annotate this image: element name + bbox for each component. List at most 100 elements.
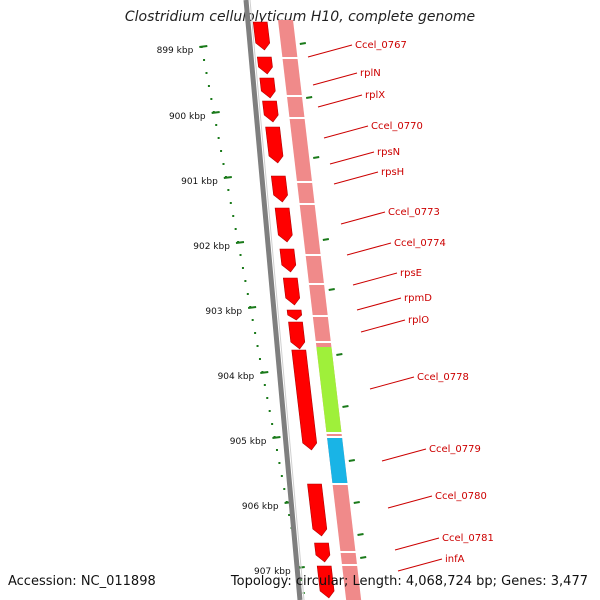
cds-arrow — [286, 309, 303, 321]
gene-label: Ccel_0770 — [371, 121, 423, 132]
label-leader — [307, 44, 353, 58]
scale-label: 907 kbp — [254, 567, 291, 577]
track-tick — [328, 288, 335, 291]
track-tick — [313, 156, 320, 159]
label-leader — [352, 272, 398, 286]
accession-text: Accession: NC_011898 — [8, 574, 156, 589]
cds-arrow — [316, 565, 335, 599]
gene-label: Ccel_0781 — [442, 533, 494, 544]
gene-label: Ccel_0773 — [388, 207, 440, 218]
minor-tick — [234, 228, 237, 230]
scale-label: 905 kbp — [230, 437, 267, 447]
major-tick — [199, 45, 208, 48]
minor-tick — [227, 189, 230, 191]
minor-tick — [258, 358, 261, 360]
cds-arrow — [288, 321, 306, 350]
minor-tick — [207, 85, 210, 87]
cds-arrow — [307, 483, 328, 537]
gene-label: rplO — [408, 315, 429, 326]
minor-tick — [229, 202, 232, 204]
label-leader — [346, 242, 392, 256]
cds-arrow — [282, 277, 301, 306]
major-tick — [272, 436, 281, 439]
label-leader — [369, 376, 415, 390]
label-leader — [333, 171, 379, 185]
highlight-blue-block — [327, 438, 348, 484]
minor-tick — [268, 410, 271, 412]
cds-arrow — [256, 56, 273, 75]
scale-label: 900 kbp — [169, 112, 206, 122]
minor-tick — [239, 254, 242, 256]
gene-label: rplN — [360, 68, 381, 79]
track-tick — [353, 501, 360, 504]
track-tick — [322, 238, 330, 241]
gene-label: Ccel_0774 — [394, 238, 446, 249]
gene-label: Ccel_0767 — [355, 40, 407, 51]
gene-label: rpsE — [400, 268, 422, 279]
map-title: Clostridium cellulolyticum H10, complete… — [124, 9, 476, 25]
cds-arrow — [265, 126, 284, 164]
gene-label: infA — [445, 554, 465, 565]
track-tick — [336, 353, 343, 356]
major-tick — [211, 111, 220, 114]
gene-label: rpmD — [404, 293, 432, 304]
label-leader — [394, 537, 440, 551]
minor-tick — [232, 215, 235, 217]
scale-label: 902 kbp — [193, 242, 230, 252]
track-tick — [306, 96, 313, 99]
label-leader — [312, 72, 358, 86]
minor-tick — [203, 59, 206, 61]
gene-labels: Ccel_0767 rplN rplX Ccel_0770 rpsN rpsH Ccel_0… — [307, 40, 494, 572]
minor-tick — [300, 579, 303, 581]
minor-tick — [288, 514, 291, 516]
minor-tick — [217, 137, 220, 139]
topology-text: Topology: circular; Length: 4,068,724 bp… — [230, 574, 588, 589]
scale-label: 903 kbp — [205, 307, 242, 317]
backbone-highlight — [249, 0, 305, 600]
label-leader — [317, 94, 363, 108]
minor-tick — [241, 267, 244, 269]
highlight-green-block — [316, 347, 342, 433]
gene-label: Ccel_0778 — [417, 372, 469, 383]
gene-label: rpsH — [381, 167, 404, 178]
cds-arrow — [314, 542, 331, 563]
scale-ruler: 899 kbp 900 kbp 901 kbp 902 kbp 903 kbp 904 k… — [157, 45, 305, 594]
label-leader — [387, 495, 433, 509]
label-leader — [360, 319, 406, 333]
track-tick — [357, 533, 364, 536]
major-tick — [260, 371, 269, 374]
scale-label: 904 kbp — [218, 372, 255, 382]
gene-label: Ccel_0779 — [429, 444, 481, 455]
track-tick — [360, 556, 367, 559]
label-leader — [323, 125, 369, 139]
minor-tick — [266, 397, 269, 399]
cds-arrow — [262, 100, 279, 123]
gene-track — [278, 20, 367, 600]
gene-label: Ccel_0780 — [435, 491, 487, 502]
scale-label: 901 kbp — [181, 177, 218, 187]
cds-arrow — [274, 207, 293, 243]
cds-arrow — [279, 248, 297, 273]
minor-tick — [271, 423, 274, 425]
minor-tick — [244, 280, 247, 282]
cds-arrow — [291, 349, 318, 451]
track-tick — [299, 42, 306, 45]
minor-tick — [246, 293, 249, 295]
label-leader — [381, 448, 427, 462]
backbone-line — [243, 0, 303, 600]
cds-arrow — [259, 77, 276, 99]
track-tick — [342, 405, 349, 408]
cds-arrow — [252, 21, 271, 51]
minor-tick — [205, 72, 208, 74]
major-tick — [223, 176, 232, 179]
cds-arrow — [270, 175, 288, 203]
minor-tick — [215, 124, 218, 126]
cds-strand — [252, 21, 335, 599]
minor-tick — [222, 163, 225, 165]
label-leader — [329, 151, 375, 165]
minor-tick — [220, 150, 223, 152]
label-leader — [340, 211, 386, 225]
minor-tick — [210, 98, 213, 100]
label-leader — [397, 558, 443, 572]
